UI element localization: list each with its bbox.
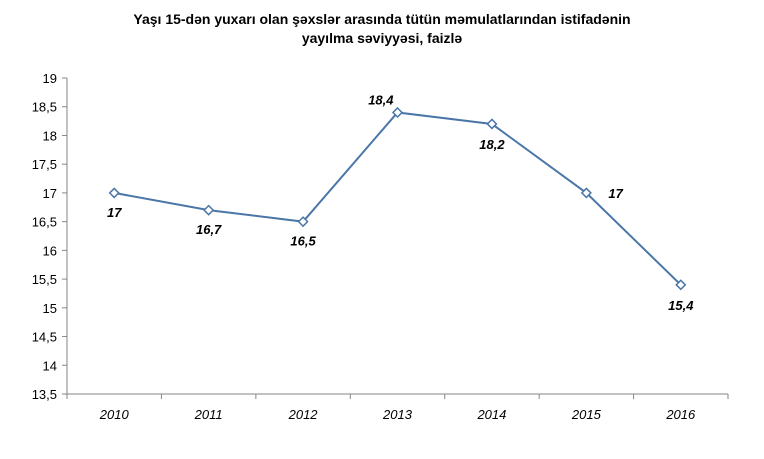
y-tick-label: 18 xyxy=(43,128,57,143)
y-tick-label: 19 xyxy=(43,71,57,86)
chart-title-line-2: yayılma səviyyəsi, faizlə xyxy=(301,30,463,46)
chart-title-line-1: Yaşı 15-dən yuxarı olan şəxslər arasında… xyxy=(133,11,631,27)
x-tick-label: 2012 xyxy=(288,407,319,422)
data-point-marker xyxy=(486,118,498,130)
data-label: 18,2 xyxy=(479,137,505,152)
x-tick-label: 2016 xyxy=(665,407,696,422)
data-point-marker xyxy=(580,187,592,199)
data-label: 15,4 xyxy=(668,298,694,313)
y-tick-label: 17,5 xyxy=(32,157,57,172)
chart-title: Yaşı 15-dən yuxarı olan şəxslər arasında… xyxy=(0,10,764,48)
x-tick-label: 2014 xyxy=(476,407,506,422)
y-tick-label: 15,5 xyxy=(32,272,57,287)
y-tick-label: 17 xyxy=(43,186,57,201)
y-tick-label: 16 xyxy=(43,243,57,258)
series-line xyxy=(114,111,682,286)
data-point-marker xyxy=(203,204,215,216)
data-label: 17 xyxy=(608,186,623,201)
x-tick-label: 2010 xyxy=(99,407,130,422)
data-point-marker xyxy=(675,279,687,291)
data-label: 17 xyxy=(107,205,122,220)
y-tick-label: 13,5 xyxy=(32,387,57,402)
x-tick-label: 2013 xyxy=(382,407,413,422)
y-tick-label: 15 xyxy=(43,301,57,316)
y-tick-label: 14 xyxy=(43,358,57,373)
data-label: 16,5 xyxy=(290,234,316,249)
data-label: 18,4 xyxy=(368,92,394,107)
y-tick-label: 14,5 xyxy=(32,330,57,345)
data-point-marker xyxy=(297,216,309,228)
x-tick-label: 2011 xyxy=(194,407,223,422)
data-point-marker xyxy=(108,187,120,199)
data-label: 16,7 xyxy=(196,222,222,237)
y-tick-label: 16,5 xyxy=(32,215,57,230)
data-point-marker xyxy=(391,106,404,119)
y-tick-label: 18,5 xyxy=(32,100,57,115)
x-tick-label: 2015 xyxy=(571,407,602,422)
